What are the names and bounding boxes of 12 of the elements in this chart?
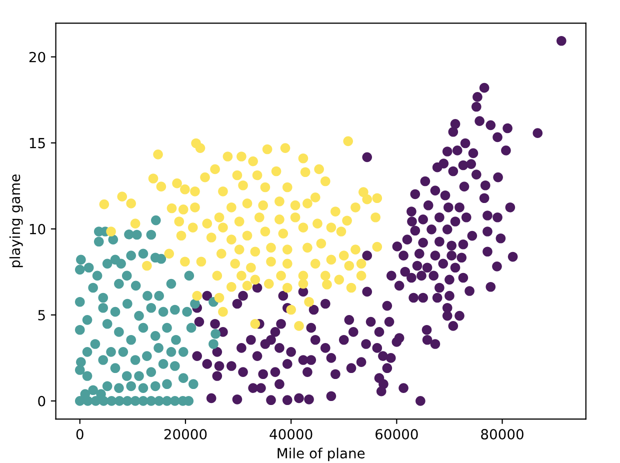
- y-tick-label: 15: [30, 138, 45, 148]
- x-tick-label: 20000: [164, 428, 207, 440]
- y-tick-label: 20: [29, 52, 46, 62]
- x-tick-label: 40000: [270, 428, 312, 440]
- x-axis-title: Mile of plane: [278, 448, 365, 462]
- y-tick-label: 0: [38, 396, 46, 406]
- x-tick-label: 0: [76, 428, 84, 440]
- x-tick-label: 60000: [376, 428, 418, 440]
- x-tick-label: 80000: [481, 428, 524, 440]
- y-axis-title: playing game: [9, 174, 23, 268]
- y-tick-label: 5: [38, 310, 45, 320]
- y-tick-label: 10: [30, 224, 46, 234]
